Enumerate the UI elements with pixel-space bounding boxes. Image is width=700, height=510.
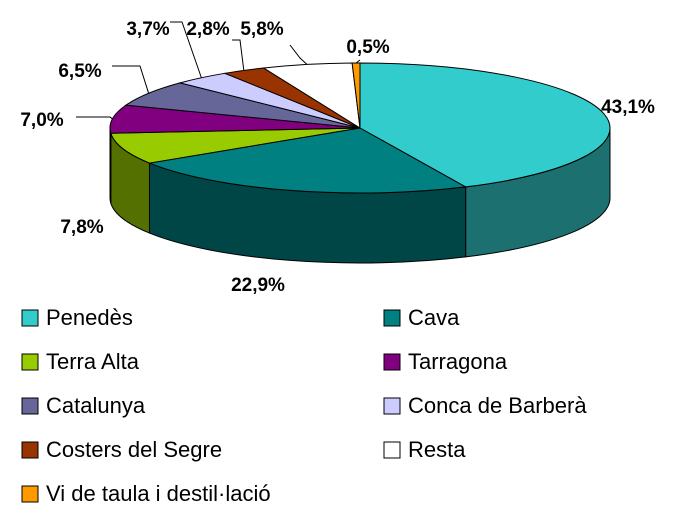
value-label: 6,5%: [58, 61, 101, 82]
value-label: 2,8%: [186, 19, 229, 40]
pie-side: [109, 127, 112, 204]
pie-slice: [109, 104, 361, 134]
legend-swatch: [21, 353, 39, 371]
legend-label: Terra Alta: [46, 349, 140, 374]
pie-slice: [110, 127, 361, 164]
legend-label: Vi de taula i destil·lació: [46, 481, 271, 506]
legend-swatch: [21, 309, 39, 327]
legend-label: Conca de Barberà: [408, 393, 587, 418]
leader-line: [170, 21, 202, 78]
legend-label: Cava: [408, 305, 460, 330]
value-label: 0,5%: [346, 37, 389, 58]
leader-line: [112, 65, 150, 94]
legend-swatch: [383, 441, 401, 459]
legend-label: Costers del Segre: [46, 437, 222, 462]
value-label: 22,9%: [231, 275, 285, 296]
pie-slice: [147, 127, 468, 194]
value-label: 7,8%: [60, 217, 103, 238]
legend-swatch: [383, 353, 401, 371]
legend-label: Catalunya: [46, 393, 146, 418]
leader-line: [76, 116, 113, 120]
value-label: 3,7%: [126, 19, 169, 40]
leader-line: [232, 39, 245, 71]
legend-swatch: [21, 397, 39, 415]
legend-label: Penedès: [46, 305, 133, 330]
legend-swatch: [383, 309, 401, 327]
legend-swatch: [21, 485, 39, 503]
pie-slice: [351, 62, 361, 129]
leader-line: [355, 59, 361, 64]
value-label: 43,1%: [601, 97, 655, 118]
legend-swatch: [383, 397, 401, 415]
pie-slice: [359, 62, 611, 188]
value-label: 7,0%: [20, 110, 63, 131]
legend-label: Resta: [408, 437, 466, 462]
value-label: 5,8%: [240, 19, 283, 40]
legend-label: Tarragona: [408, 349, 508, 374]
legend-swatch: [21, 441, 39, 459]
leader-line: [289, 44, 308, 65]
